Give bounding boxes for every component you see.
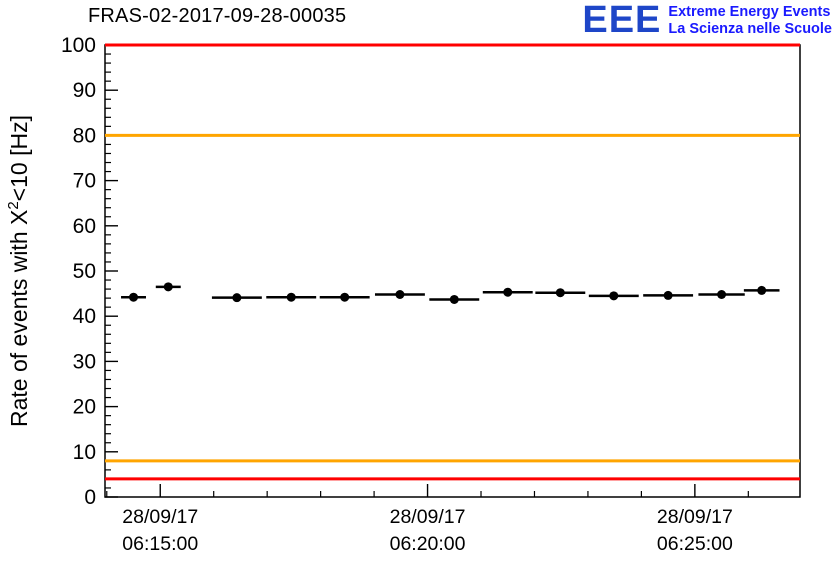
data-point — [609, 291, 619, 301]
data-point — [449, 294, 459, 304]
x-tick-label-date: 28/09/17 — [390, 506, 466, 528]
data-point — [757, 285, 767, 295]
y-tick-label: 70 — [73, 170, 96, 193]
eee-logo-line2: La Scienza nelle Scuole — [668, 21, 832, 37]
y-tick-label: 20 — [73, 396, 96, 419]
data-point — [286, 292, 296, 302]
x-tick-label-time: 06:20:00 — [390, 533, 466, 555]
data-point — [663, 290, 673, 300]
y-tick-label: 30 — [73, 350, 96, 373]
y-axis-title: Rate of events with X2<10 [Hz] — [5, 115, 32, 427]
data-point — [232, 293, 242, 303]
x-tick-label-time: 06:25:00 — [657, 533, 733, 555]
eee-logo-line1: Extreme Energy Events — [668, 4, 831, 20]
x-tick-label-date: 28/09/17 — [122, 506, 198, 528]
page-title: FRAS-02-2017-09-28-00035 — [88, 5, 347, 27]
y-tick-label: 0 — [84, 486, 96, 509]
x-tick-label-time: 06:15:00 — [122, 533, 198, 555]
data-point — [503, 287, 513, 297]
eee-logo-text: Extreme Energy Events La Scienza nelle S… — [668, 3, 832, 38]
y-tick-label: 100 — [61, 34, 96, 57]
y-tick-label: 40 — [73, 305, 96, 328]
eee-logo-acronym: EEE — [582, 0, 662, 41]
data-point — [129, 292, 139, 302]
data-point — [163, 282, 173, 292]
y-tick-label: 60 — [73, 215, 96, 238]
eee-logo: EEE Extreme Energy Events La Scienza nel… — [582, 0, 832, 41]
plot-frame — [104, 44, 801, 498]
data-point — [340, 292, 350, 302]
y-tick-label: 90 — [73, 79, 96, 102]
data-point — [717, 290, 727, 300]
data-point — [395, 290, 405, 300]
y-tick-label: 80 — [73, 124, 96, 147]
y-tick-label: 10 — [73, 441, 96, 464]
data-point — [555, 288, 565, 298]
y-tick-label: 50 — [73, 260, 96, 283]
x-tick-label-date: 28/09/17 — [657, 506, 733, 528]
